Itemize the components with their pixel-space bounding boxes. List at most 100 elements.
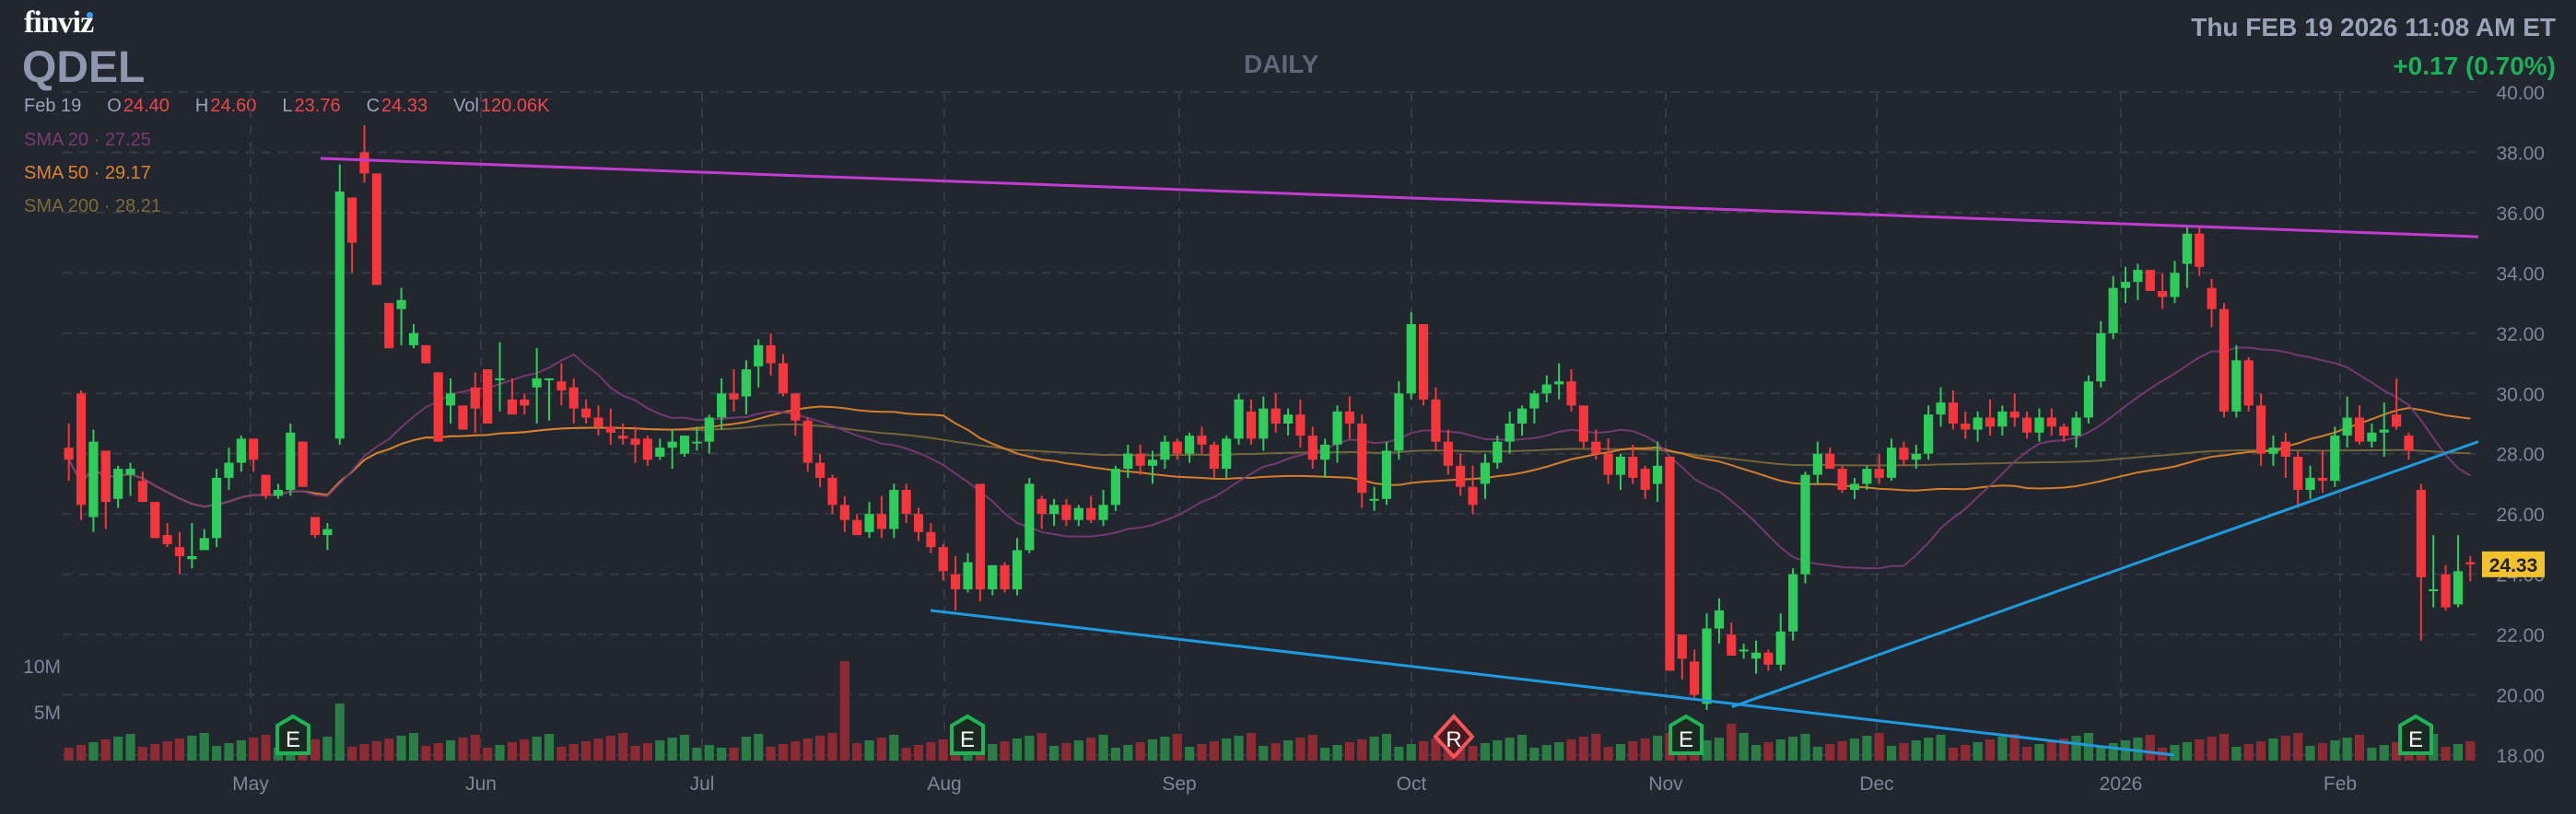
price-change: +0.17 (0.70%) <box>2393 52 2556 80</box>
earnings-event-icon[interactable] <box>950 714 985 755</box>
candle-body <box>371 173 381 285</box>
datetime-label: Thu FEB 19 2026 11:08 AM ET <box>2191 13 2556 41</box>
ohlc-date: Feb 19 <box>24 96 82 116</box>
volume-bar <box>1357 739 1367 761</box>
volume-bar <box>150 744 160 761</box>
volume-bar <box>1763 742 1774 761</box>
candle-body <box>1012 550 1023 589</box>
candle-body <box>1307 436 1317 460</box>
y-axis-label: 34.00 <box>2496 263 2545 285</box>
volume-bar <box>1307 735 1317 761</box>
candle-body <box>741 369 751 397</box>
candle-body <box>273 490 284 496</box>
candle-body <box>2022 417 2032 433</box>
volume-bar <box>913 745 924 761</box>
candle-body <box>1480 462 1491 484</box>
volume-label: Vol <box>453 96 479 116</box>
trendline-support-upper <box>1731 440 2479 709</box>
candle-body <box>876 514 887 529</box>
candle-body <box>852 519 862 536</box>
candle-body <box>249 438 259 460</box>
candle-body <box>926 531 936 548</box>
candle-body <box>1714 610 1724 629</box>
candle-body <box>1936 402 1946 415</box>
volume-bar <box>815 736 825 761</box>
volume-bar <box>766 747 776 761</box>
volume-bar <box>113 737 123 761</box>
volume-bar <box>556 747 567 761</box>
earnings-event-icon[interactable] <box>1669 714 1704 755</box>
volume-bar <box>642 743 653 761</box>
candle-body <box>2404 436 2414 451</box>
volume-bar <box>1615 744 1626 761</box>
finviz-logo[interactable]: finviz <box>24 6 94 40</box>
volume-bar <box>1123 745 1133 761</box>
candle-body <box>1554 381 1564 385</box>
revenue-event-icon[interactable] <box>1433 714 1475 760</box>
volume-bar <box>1714 738 1724 761</box>
candle-body <box>630 438 640 445</box>
sma20-legend[interactable]: SMA 20 · 27.25 <box>24 130 151 150</box>
candle-body <box>679 436 690 454</box>
event-label: E <box>286 727 300 752</box>
sma200-legend[interactable]: SMA 200 · 28.21 <box>24 196 162 216</box>
candle-body <box>2429 589 2439 591</box>
volume-bar <box>1197 744 1207 761</box>
volume-bar <box>2046 741 2056 761</box>
volume-bar <box>162 741 172 761</box>
volume-bar <box>1259 746 1269 761</box>
earnings-event-icon[interactable] <box>275 714 310 755</box>
candle-body <box>655 448 665 457</box>
high-label: H <box>194 96 209 116</box>
volume-bar <box>593 738 603 761</box>
volume-bar <box>2182 742 2192 761</box>
volume-bar <box>2243 744 2254 761</box>
candle-body <box>236 438 246 463</box>
volume-bar <box>1886 746 1897 761</box>
volume-bar <box>1394 747 1404 761</box>
x-axis-label: Oct <box>1397 773 1427 795</box>
candle-body <box>1073 507 1083 520</box>
volume-bar <box>1222 738 1232 761</box>
volume-bar <box>1282 740 1294 761</box>
volume-bar <box>88 742 99 761</box>
candle-body <box>1973 417 1983 430</box>
volume-bar <box>839 661 849 761</box>
candle-body <box>1344 411 1354 424</box>
volume-bar <box>1812 747 1822 761</box>
volume-bar <box>1788 737 1798 761</box>
volume-bar <box>76 745 87 761</box>
candle-body <box>1036 498 1047 515</box>
candle-body <box>310 517 321 536</box>
candle-body <box>1899 448 1909 460</box>
candle-body <box>1000 564 1010 589</box>
event-label: E <box>1679 727 1693 752</box>
candle-body <box>495 378 505 380</box>
volume-bar <box>901 748 911 761</box>
open-value: 24.40 <box>123 96 170 116</box>
timeframe-label: DAILY <box>1244 50 1319 78</box>
earnings-event-icon[interactable] <box>2398 714 2433 755</box>
volume-bar <box>1936 735 1946 761</box>
volume-bar <box>2231 747 2242 761</box>
candle-body <box>2133 270 2143 283</box>
candle-body <box>1259 408 1269 439</box>
volume-bar <box>236 740 246 761</box>
candle-body <box>2059 426 2069 436</box>
x-axis-label: Dec <box>1859 773 1893 795</box>
x-axis-label: Sep <box>1162 773 1196 795</box>
candle-body <box>2046 417 2056 427</box>
candle-body <box>2342 417 2352 436</box>
volume-bar <box>1172 734 1182 761</box>
volume-bar <box>926 742 936 761</box>
volume-bar <box>2317 743 2327 761</box>
sma50-legend[interactable]: SMA 50 · 29.17 <box>24 163 151 183</box>
candle-body <box>1603 453 1613 475</box>
candle-body <box>1468 486 1478 506</box>
candle-body <box>827 477 837 506</box>
candle-body <box>2182 233 2192 264</box>
candle-body <box>1751 652 1762 659</box>
last-price-tag <box>2482 551 2545 577</box>
volume-bar <box>1640 738 1650 761</box>
